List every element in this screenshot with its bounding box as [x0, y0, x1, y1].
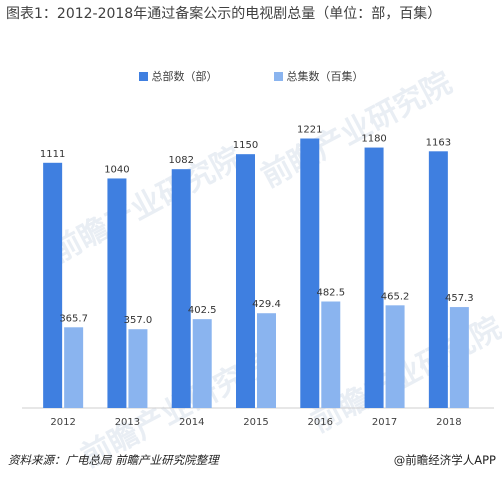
- legend-swatch-series2: [273, 71, 283, 81]
- data-label-series2-2017: 465.2: [381, 291, 410, 302]
- bar-series2-2018: [449, 307, 469, 408]
- data-label-series1-2016: 1221: [297, 125, 322, 136]
- bar-series1-2017: [364, 147, 384, 409]
- x-tick-label-2015: 2015: [243, 417, 268, 428]
- legend-label-series2: 总集数（百集）: [286, 70, 364, 83]
- legend-swatch-series1: [138, 71, 148, 81]
- bar-series1-2013: [107, 178, 127, 408]
- bar-series2-2016: [321, 301, 341, 408]
- legend-item-series2: 总集数（百集）: [273, 68, 364, 84]
- legend: 总部数（部） 总集数（百集）: [0, 68, 502, 84]
- data-label-series2-2018: 457.3: [445, 293, 474, 304]
- data-label-series1-2012: 1111: [40, 149, 65, 160]
- bar-series2-2013: [128, 329, 148, 408]
- data-label-series1-2018: 1163: [426, 137, 451, 148]
- data-label-series1-2017: 1180: [361, 134, 386, 145]
- x-tick-label-2016: 2016: [308, 417, 333, 428]
- source-note: 资料来源：广电总局 前瞻产业研究院整理: [8, 453, 219, 467]
- bar-series1-2018: [428, 151, 448, 409]
- x-tick-label-2018: 2018: [436, 417, 461, 428]
- bar-series1-2014: [171, 169, 191, 408]
- credit-text: @前瞻经济学人APP: [393, 453, 496, 467]
- data-label-series2-2014: 402.5: [188, 305, 217, 316]
- bar-series2-2012: [64, 327, 84, 408]
- data-label-series2-2015: 429.4: [252, 299, 281, 310]
- data-label-series1-2014: 1082: [168, 155, 193, 166]
- data-label-series1-2013: 1040: [104, 164, 129, 175]
- data-label-series1-2015: 1150: [233, 140, 258, 151]
- x-tick-label-2013: 2013: [115, 417, 140, 428]
- x-tick-label-2017: 2017: [372, 417, 397, 428]
- bar-series2-2014: [192, 319, 212, 408]
- chart-title: 图表1：2012-2018年通过备案公示的电视剧总量（单位：部，百集）: [6, 6, 442, 22]
- credit: @前瞻经济学人APP: [394, 452, 496, 468]
- x-tick-label-2014: 2014: [179, 417, 204, 428]
- legend-label-series1: 总部数（部）: [151, 70, 218, 83]
- x-tick-label-2012: 2012: [50, 417, 75, 428]
- bar-series1-2015: [236, 154, 255, 408]
- legend-item-series1: 总部数（部）: [138, 68, 218, 84]
- data-label-series2-2013: 357.0: [124, 315, 153, 326]
- bar-series1-2012: [43, 162, 63, 408]
- bar-series1-2016: [300, 138, 320, 408]
- data-label-series2-2012: 365.7: [59, 313, 88, 324]
- bar-series2-2015: [257, 313, 276, 408]
- footer: 资料来源：广电总局 前瞻产业研究院整理 @前瞻经济学人APP: [8, 452, 496, 468]
- data-label-series2-2016: 482.5: [316, 288, 345, 299]
- bar-series2-2017: [385, 305, 405, 408]
